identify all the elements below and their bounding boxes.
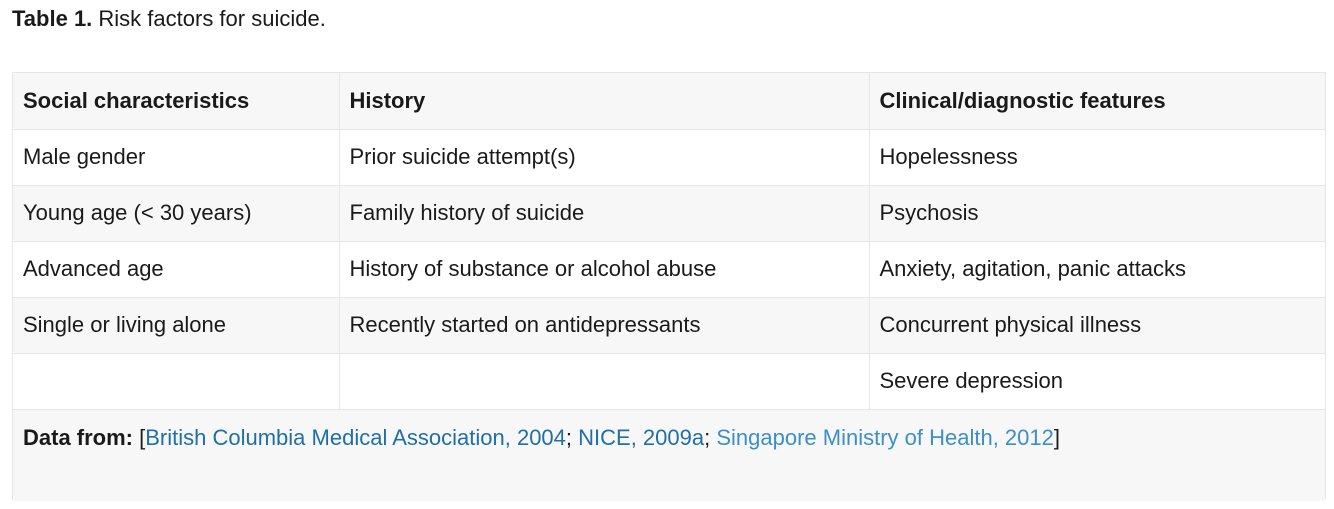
table-cell: Hopelessness	[869, 129, 1325, 186]
reference-link-singapore-moh[interactable]: Singapore Ministry of Health, 2012	[716, 424, 1054, 450]
table-caption: Table 1. Risk factors for suicide.	[12, 5, 326, 33]
table-cell: Anxiety, agitation, panic attacks	[869, 241, 1325, 298]
table-cell: Young age (< 30 years)	[13, 185, 340, 242]
reference-link-bcma[interactable]: British Columbia Medical Association, 20…	[145, 424, 566, 450]
reference-link-nice[interactable]: NICE, 2009a	[578, 424, 705, 450]
table-cell: Male gender	[13, 129, 340, 186]
table-cell: Prior suicide attempt(s)	[339, 129, 870, 186]
risk-factors-table: Social characteristics History Clinical/…	[12, 72, 1326, 501]
header-history: History	[339, 73, 870, 130]
table-cell: Family history of suicide	[339, 185, 870, 242]
table-row: Single or living alone Recently started …	[13, 297, 1325, 354]
table-cell: Advanced age	[13, 241, 340, 298]
table-footnote: Data from: [British Columbia Medical Ass…	[13, 409, 1325, 501]
table-cell: Severe depression	[869, 353, 1325, 410]
table-row: Severe depression	[13, 353, 1325, 410]
table-cell	[339, 353, 870, 410]
table-cell: Psychosis	[869, 185, 1325, 242]
table-row: Advanced age History of substance or alc…	[13, 241, 1325, 298]
table-row: Male gender Prior suicide attempt(s) Hop…	[13, 129, 1325, 186]
close-bracket: ]	[1053, 424, 1060, 450]
table-row: Young age (< 30 years) Family history of…	[13, 185, 1325, 242]
open-bracket: [	[133, 424, 146, 450]
table-caption-label: Table 1.	[12, 6, 93, 31]
table-cell: Recently started on antidepressants	[339, 297, 870, 354]
footnote-label: Data from:	[23, 424, 134, 450]
table-cell: Concurrent physical illness	[869, 297, 1325, 354]
ref-separator: ;	[704, 424, 717, 450]
table-cell: Single or living alone	[13, 297, 340, 354]
table-cell	[13, 353, 340, 410]
table: Social characteristics History Clinical/…	[13, 73, 1325, 410]
table-header-row: Social characteristics History Clinical/…	[13, 73, 1325, 130]
header-social-characteristics: Social characteristics	[13, 73, 340, 130]
header-clinical-diagnostic-features: Clinical/diagnostic features	[869, 73, 1325, 130]
table-cell: History of substance or alcohol abuse	[339, 241, 870, 298]
ref-separator: ;	[565, 424, 579, 450]
table-caption-text: Risk factors for suicide.	[92, 6, 326, 31]
